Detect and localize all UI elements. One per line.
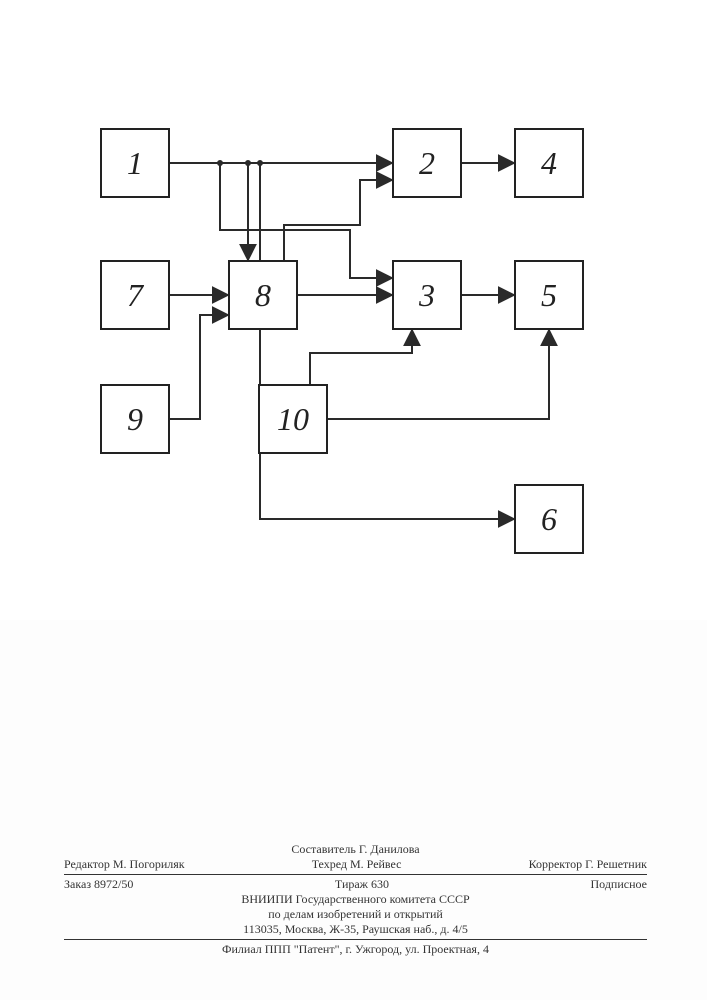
junction-dot — [257, 160, 263, 166]
footer-col-left: Редактор М. Погориляк — [64, 857, 185, 872]
footer-line-6: 113035, Москва, Ж-35, Раушская наб., д. … — [64, 922, 647, 937]
footer-line-4: ВНИИПИ Государственного комитета СССР — [64, 892, 647, 907]
junction-dot — [245, 160, 251, 166]
block-9: 9 — [100, 384, 170, 454]
edge-9-8 — [170, 315, 228, 419]
footer-rule — [64, 939, 647, 940]
block-diagram: 1 2 34 5 6 789 10 — [0, 0, 707, 620]
footer-rule — [64, 874, 647, 875]
page: 872736 12345678910 Составитель Г. Данило… — [0, 0, 707, 1000]
footer-line-8: Филиал ППП "Патент", г. Ужгород, ул. Про… — [64, 942, 647, 957]
block-5: 5 — [514, 260, 584, 330]
block-2: 2 — [392, 128, 462, 198]
block-4: 4 — [514, 128, 584, 198]
edge-1-6 — [260, 163, 514, 519]
footer-line-1: Редактор М. Погориляк Техред М. Рейвес Кор… — [64, 857, 647, 872]
footer-line-0: Составитель Г. Данилова — [64, 842, 647, 857]
edge-10-5 — [328, 330, 549, 419]
footer-line-5: по делам изобретений и открытий — [64, 907, 647, 922]
footer-col-center: Техред М. Рейвес — [312, 857, 402, 872]
footer-col-right: Корректор Г. Решетник — [529, 857, 647, 872]
block-7: 7 — [100, 260, 170, 330]
block-1: 1 — [100, 128, 170, 198]
footer-col-left: Заказ 8972/50 — [64, 877, 133, 892]
footer-col-right: Подписное — [591, 877, 648, 892]
block-3: 3 — [392, 260, 462, 330]
imprint-footer: Составитель Г. ДаниловаРедактор М. Погор… — [64, 842, 647, 957]
edge-10-3 — [310, 330, 412, 384]
block-10: 10 — [258, 384, 328, 454]
footer-line-3: Заказ 8972/50 Тираж 630 Подписное — [64, 877, 647, 892]
block-8: 8 — [228, 260, 298, 330]
edge-8-2 — [284, 180, 392, 260]
block-6: 6 — [514, 484, 584, 554]
footer-col-center: Тираж 630 — [335, 877, 389, 892]
junction-dot — [217, 160, 223, 166]
